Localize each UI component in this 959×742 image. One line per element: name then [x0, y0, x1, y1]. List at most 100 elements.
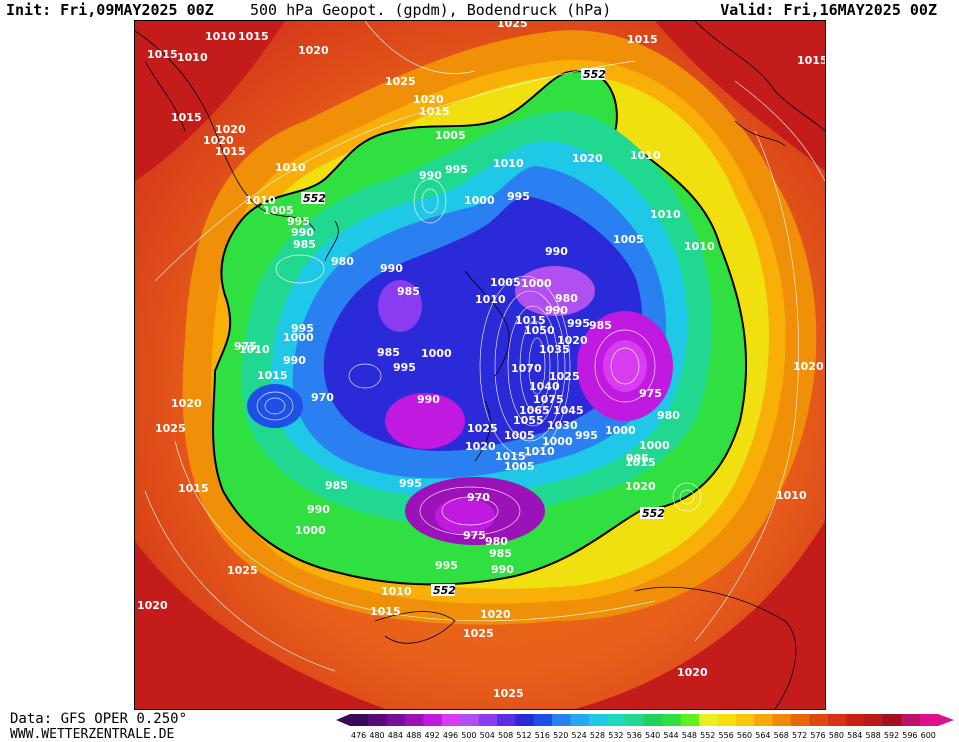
scale-swatch	[607, 714, 627, 726]
low-pressure-inner-south	[435, 498, 495, 534]
isobar-label: 1045	[553, 404, 584, 417]
isobar-label: 1020	[298, 44, 329, 57]
isobar-label: 990	[491, 563, 514, 576]
geopotential-label-box	[640, 507, 664, 519]
isobar-label: 1025	[385, 75, 416, 88]
scale-tick-label: 600	[921, 731, 936, 740]
geopotential-label: 552	[303, 192, 326, 205]
isobar-label: 1015	[797, 54, 825, 67]
scale-tick-label: 588	[866, 731, 881, 740]
scale-swatch	[754, 714, 774, 726]
scale-tick-label: 528	[590, 731, 605, 740]
scale-tick-label: 516	[535, 731, 550, 740]
map-canvas: 1010 1015 1015 1010 1020 1025 1025 1015 …	[135, 21, 825, 709]
isobar-label: 1005	[504, 460, 535, 473]
isobar-label: 1020	[413, 93, 444, 106]
coastlines	[135, 21, 825, 709]
isobar-label: 1010	[524, 445, 555, 458]
isobar-label: 1005	[613, 233, 644, 246]
isobar-label: 1015	[495, 450, 526, 463]
isobar-label: 1000	[542, 435, 573, 448]
isobar-label: 1010	[684, 240, 715, 253]
isobar-label: 990	[380, 262, 403, 275]
scale-tick-label: 524	[572, 731, 587, 740]
isobar-label: 985	[325, 479, 348, 492]
isobar-label: 970	[311, 391, 334, 404]
corner-sw-fill	[135, 541, 385, 709]
isobar-ring	[494, 290, 566, 442]
scale-tick-label: 584	[847, 731, 862, 740]
scale-swatch	[350, 714, 369, 726]
isobar-label: 1010	[776, 489, 807, 502]
scale-swatch	[662, 714, 682, 726]
isobar-label: 1010	[475, 293, 506, 306]
isobar-ring	[479, 275, 571, 457]
isobar-label: 1015	[257, 369, 288, 382]
isobar-ring	[519, 320, 551, 412]
isobar-label: 980	[657, 409, 680, 422]
isobar-label: 1075	[533, 393, 564, 406]
isobar-label: 1015	[147, 48, 178, 61]
isobar-label: 1020	[465, 440, 496, 453]
isobar-label: 975	[463, 529, 486, 542]
scale-tick-label: 476	[351, 731, 366, 740]
isobar-label: 1000	[521, 277, 552, 290]
isobar-label: 1020	[557, 334, 588, 347]
low-pressure-core-west	[378, 280, 422, 332]
isobar-label: 1020	[203, 134, 234, 147]
isobar-label: 980	[485, 535, 508, 548]
scale-tick-label: 520	[553, 731, 568, 740]
isobar-label: 1020	[572, 152, 603, 165]
color-scale-legend: 476 480 484 488 492 496 500 504 508 512 516 520 524 5…	[336, 714, 954, 740]
scale-swatch	[368, 714, 388, 726]
geopotential-label-box	[301, 192, 325, 204]
isobar-label: 1025	[467, 422, 498, 435]
low-pressure-core-north	[515, 266, 595, 316]
isobar-label: 1000	[639, 439, 670, 452]
scale-tick-label: 580	[829, 731, 844, 740]
scale-arrow-low	[336, 714, 350, 726]
isobar-label: 985	[589, 319, 612, 332]
isobar-label: 1010	[493, 157, 524, 170]
init-time-label: Init: Fri,09MAY2025 00Z	[6, 1, 214, 19]
isobar-label: 1020	[215, 123, 246, 136]
isobar-label: 1020	[793, 360, 824, 373]
isobar-label: 1015	[627, 33, 658, 46]
isobar-label: 1025	[493, 687, 524, 700]
isobar-label: 1025	[227, 564, 258, 577]
scale-swatch	[919, 714, 939, 726]
isobar-label: 1015	[419, 105, 450, 118]
isobar-label: 1000	[464, 194, 495, 207]
isobar-label: 1015	[515, 314, 546, 327]
isobar-label: 995	[507, 190, 530, 203]
isobar-label: 1005	[490, 276, 521, 289]
isobar-label: 990	[545, 245, 568, 258]
scale-swatch	[772, 714, 792, 726]
corner-ne-fill	[655, 21, 825, 171]
isobar-label: 1020	[137, 599, 168, 612]
scale-tick-label: 492	[425, 731, 440, 740]
scale-tick-label: 564	[755, 731, 770, 740]
scale-tick-label: 596	[902, 731, 917, 740]
scale-tick-label: 496	[443, 731, 458, 740]
scale-swatch	[570, 714, 590, 726]
scale-tick-label: 560	[737, 731, 752, 740]
scale-arrow-high	[938, 714, 954, 726]
color-scale-labels: 476 480 484 488 492 496 500 504 508 512 516 520 524 5…	[351, 731, 936, 740]
scale-swatch	[699, 714, 718, 726]
isobar-label: 1030	[547, 419, 578, 432]
scale-swatch	[515, 714, 535, 726]
geopotential-label: 552	[583, 68, 606, 81]
isobar-label: 1050	[524, 324, 555, 337]
weather-map: 1010 1015 1015 1010 1020 1025 1025 1015 …	[134, 20, 826, 710]
isobar-label: 995	[287, 215, 310, 228]
scale-swatch	[588, 714, 608, 726]
scale-tick-label: 480	[369, 731, 384, 740]
scale-tick-label: 544	[663, 731, 678, 740]
isobar-label: 1055	[513, 414, 544, 427]
scale-swatch	[625, 714, 645, 726]
dark-blue-region	[323, 196, 643, 451]
isobar-label: 1065	[519, 404, 550, 417]
scale-swatch	[846, 714, 865, 726]
isobar-label: 1010	[177, 51, 208, 64]
